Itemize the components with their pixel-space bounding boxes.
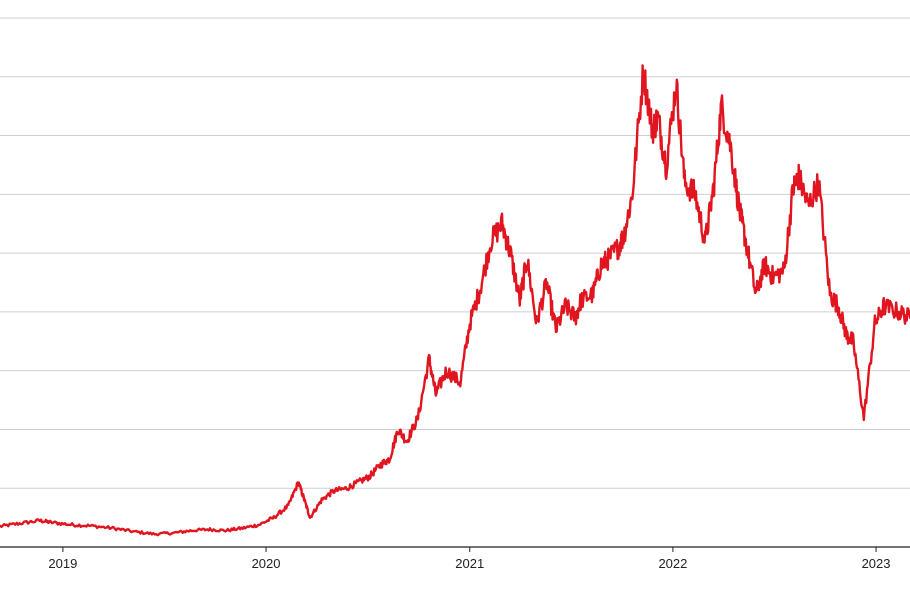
x-tick-label: 2019 — [48, 556, 77, 571]
x-tick-label: 2020 — [252, 556, 281, 571]
series-layer — [0, 64, 910, 537]
x-tick-label: 2021 — [455, 556, 484, 571]
x-tick-label: 2023 — [862, 556, 891, 571]
series-line — [0, 64, 910, 537]
gridlines — [0, 17, 910, 489]
x-tick-label: 2022 — [658, 556, 687, 571]
x-axis-ticks: 2019 2020 2021 2022 2023 — [48, 547, 891, 571]
